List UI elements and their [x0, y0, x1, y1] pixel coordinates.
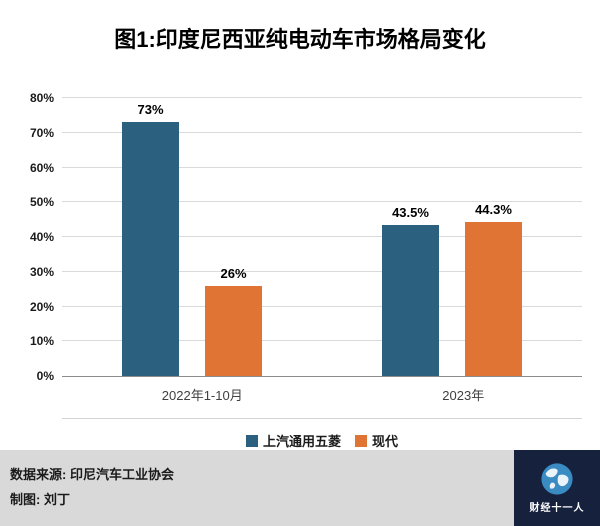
bar-group: 43.5% 44.3%	[382, 98, 522, 376]
x-category-label: 2022年1-10月	[161, 388, 243, 403]
y-tick-label: 40%	[29, 230, 54, 244]
y-tick-label: 30%	[29, 264, 54, 279]
gridline	[62, 97, 582, 98]
bar-series-1: 26%	[205, 266, 262, 376]
x-axis-labels: 2022年1-10月 2023年	[62, 377, 584, 404]
bar-series-0: 73%	[122, 102, 179, 376]
y-tick-label: 50%	[29, 195, 54, 210]
bar-value-label: 44.3%	[475, 202, 512, 218]
legend-swatch	[245, 434, 258, 447]
footer-credits: 数据来源: 印尼汽车工业协会 制图: 刘丁	[10, 463, 174, 512]
publisher-logo: 财经十一人	[514, 450, 600, 526]
bar-groups: 73% 26% 43.5% 44.3%	[62, 98, 582, 376]
bar-group: 73% 26%	[122, 98, 262, 376]
y-tick-label: 70%	[29, 125, 54, 140]
chart-author-label: 制图: 刘丁	[10, 492, 70, 507]
bar-value-label: 73%	[137, 102, 164, 118]
gridline	[62, 131, 582, 133]
y-tick-label: 80%	[29, 91, 54, 105]
x-category-label: 2023年	[442, 388, 485, 403]
footer: 数据来源: 印尼汽车工业协会 制图: 刘丁 财经十一人	[0, 450, 600, 526]
legend-label: 上汽通用五菱	[262, 434, 341, 449]
y-tick-label: 20%	[29, 299, 54, 314]
gridline	[62, 270, 582, 272]
bar-series-1: 44.3%	[465, 202, 522, 376]
legend-label: 现代	[372, 434, 399, 449]
gridline	[62, 305, 582, 307]
legend-swatch	[355, 434, 367, 447]
bar-value-label: 26%	[220, 265, 247, 281]
legend-divider: 上汽通用五菱 现代	[62, 418, 582, 450]
legend: 上汽通用五菱 现代	[62, 431, 582, 450]
gridline	[62, 236, 582, 237]
legend-item-1: 现代	[355, 431, 398, 450]
gridline	[62, 166, 582, 168]
plot-area: 73% 26% 43.5% 44.3% 0% 10% 20% 30% 40% 50% 60% 70%…	[30, 92, 582, 382]
legend-item-0: 上汽通用五菱	[245, 431, 341, 450]
gridline	[62, 201, 582, 203]
globe-icon	[541, 463, 573, 495]
publisher-name: 财经十一人	[529, 503, 585, 514]
bar-chart: 73% 26% 43.5% 44.3% 0% 10% 20% 30% 40% 50% 60% 70%…	[16, 92, 584, 450]
y-tick-label: 0%	[36, 369, 54, 383]
bar-value-label: 43.5%	[392, 204, 429, 220]
y-tick-label: 60%	[29, 160, 54, 175]
bar-series-0: 43.5%	[382, 205, 439, 376]
y-tick-label: 10%	[29, 334, 54, 349]
gridline	[62, 340, 582, 342]
data-source-label: 数据来源: 印尼汽车工业协会	[10, 467, 174, 483]
chart-title: 图1:印度尼西亚纯电动车市场格局变化	[114, 27, 486, 52]
